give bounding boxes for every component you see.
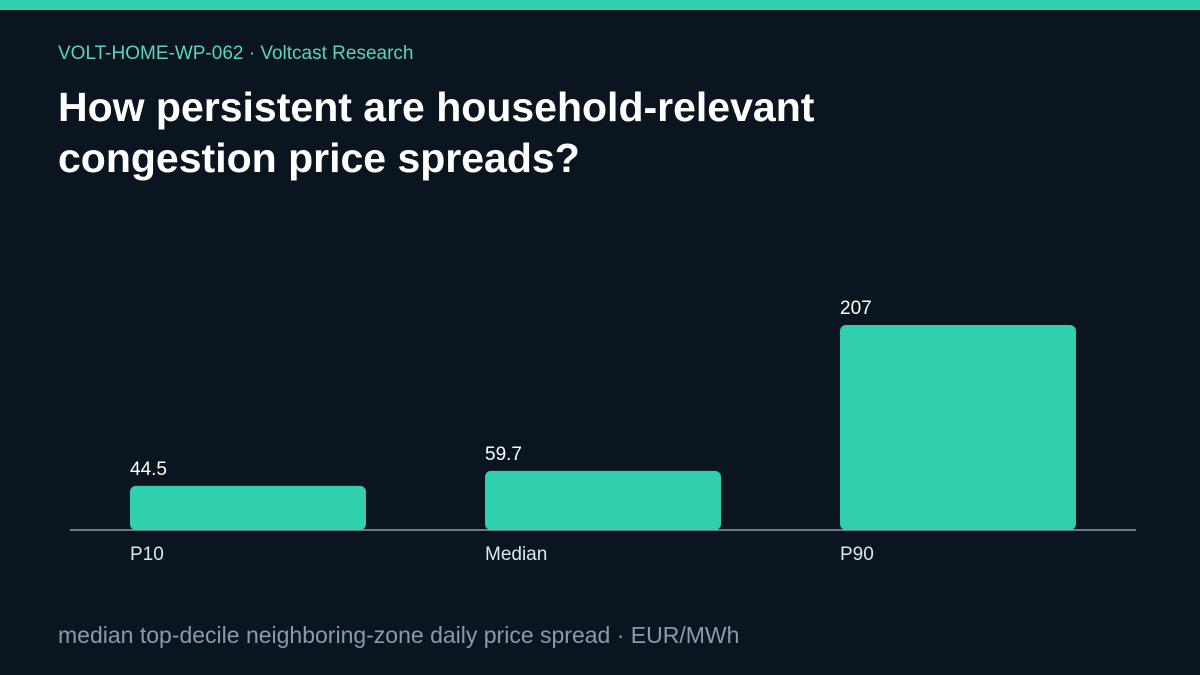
bar-median <box>485 470 721 530</box>
chart-caption: median top-decile neighboring-zone daily… <box>58 622 740 648</box>
bar-p90 <box>840 325 1076 530</box>
value-label-p90: 207 <box>840 298 872 319</box>
bars-layer <box>130 325 1076 530</box>
value-label-median: 59.7 <box>485 444 522 465</box>
category-label-p10: P10 <box>130 544 164 565</box>
value-label-p10: 44.5 <box>130 459 167 480</box>
report-kicker: VOLT-HOME-WP-062 · Voltcast Research <box>58 43 414 64</box>
bar-p10 <box>130 485 366 530</box>
chart-title: How persistent are household-relevant co… <box>58 84 815 181</box>
category-label-median: Median <box>485 544 547 565</box>
top-accent-bar <box>0 0 1200 10</box>
category-label-p90: P90 <box>840 544 874 565</box>
labels-layer: 44.5 P10 59.7 Median 207 P90 <box>130 298 874 565</box>
